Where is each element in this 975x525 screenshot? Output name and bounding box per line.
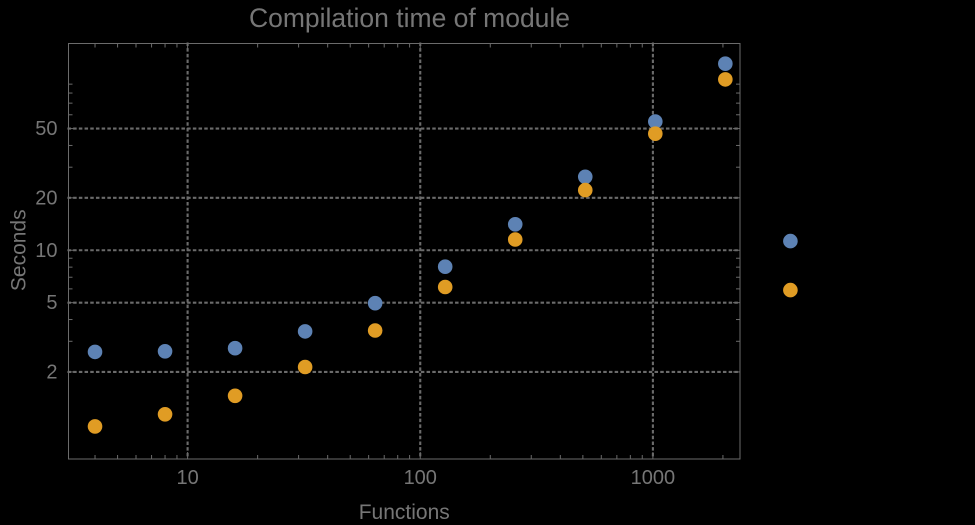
svg-text:50: 50	[35, 118, 57, 140]
svg-text:100: 100	[404, 467, 437, 489]
svg-text:Compilation time of module: Compilation time of module	[249, 3, 570, 33]
svg-text:10: 10	[35, 240, 57, 262]
svg-text:20: 20	[35, 187, 57, 209]
svg-text:Seconds: Seconds	[8, 209, 31, 291]
svg-text:5: 5	[46, 292, 57, 314]
svg-text:2: 2	[46, 361, 57, 383]
svg-text:Functions: Functions	[359, 501, 450, 524]
svg-text:1000: 1000	[631, 467, 676, 489]
svg-text:10: 10	[176, 467, 198, 489]
